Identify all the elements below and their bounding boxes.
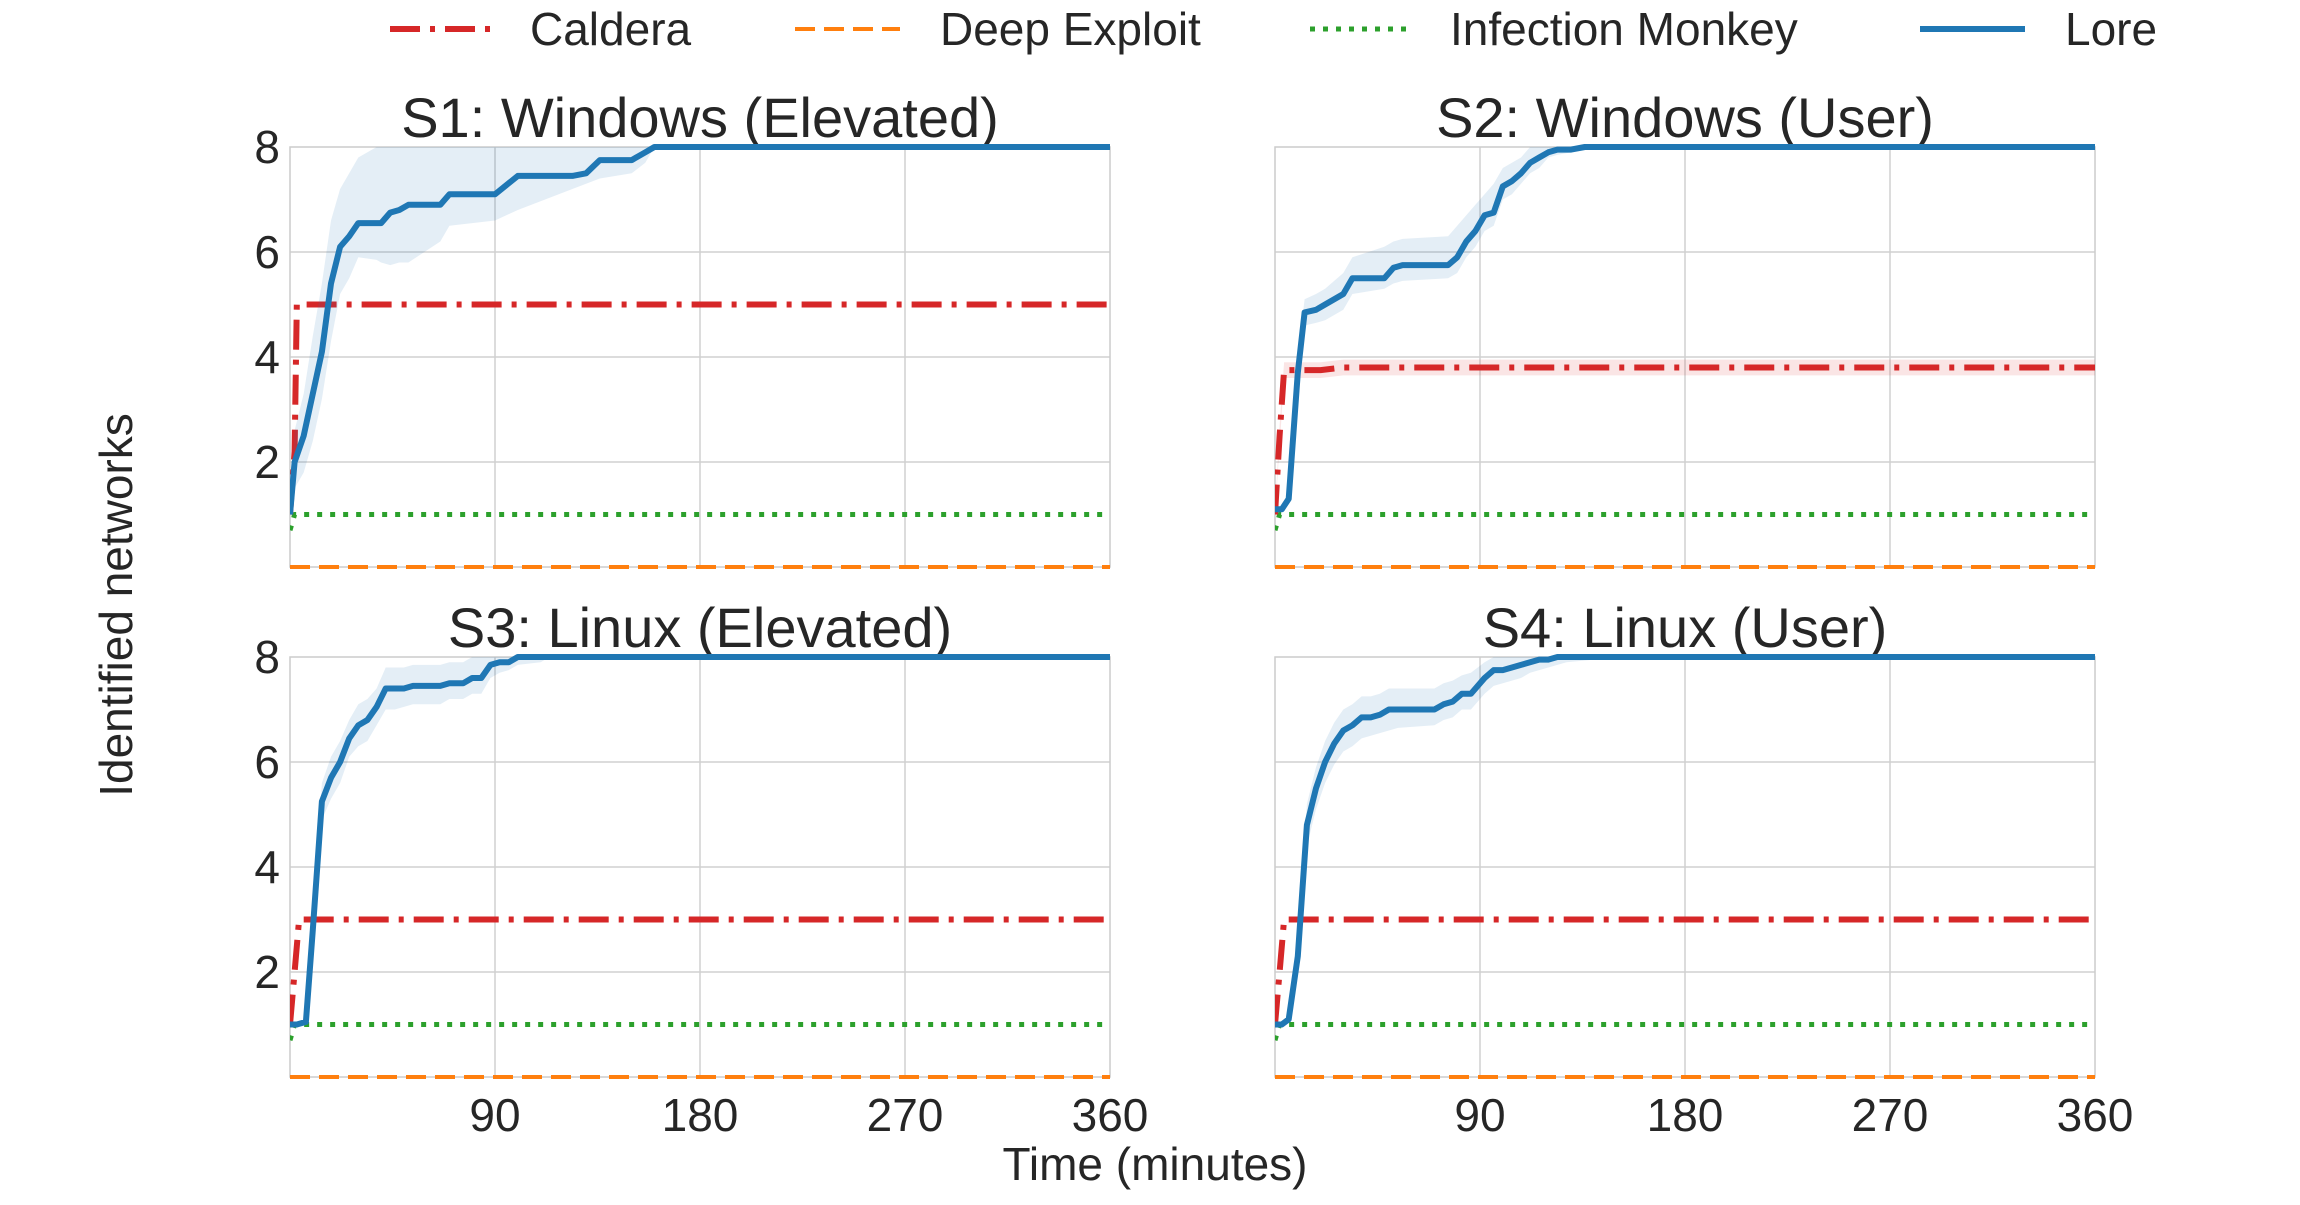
panel-s3-linux-elevated: S3: Linux (Elevated) 2 4 6 8 90 180 270 360	[254, 596, 1148, 1141]
x-tick-label: 270	[867, 1089, 944, 1141]
grid	[290, 147, 1110, 567]
grid	[1275, 657, 2095, 1077]
legend-item-caldera: Caldera	[390, 3, 692, 55]
panel-s1-windows-elevated: S1: Windows (Elevated) 2 4 6 8	[254, 86, 1111, 569]
legend-label: Lore	[2065, 3, 2157, 55]
band-lore	[290, 147, 1110, 515]
y-tick-label: 2	[254, 946, 280, 998]
series-caldera	[1275, 916, 2095, 1025]
band-lore	[290, 657, 1110, 1025]
subplots: S1: Windows (Elevated) 2 4 6 8 S2: Windows (U…	[254, 86, 2133, 1141]
legend: Caldera Deep Exploit Infection Monkey Lore	[390, 3, 2157, 55]
legend-label: Deep Exploit	[940, 3, 1201, 55]
series-lore	[1275, 144, 2095, 513]
subplot-title: S4: Linux (User)	[1483, 596, 1888, 659]
x-tick-label: 180	[1647, 1089, 1724, 1141]
subplot-title: S2: Windows (User)	[1436, 86, 1934, 149]
series-infection-monkey	[1275, 512, 2095, 531]
plot-area	[1275, 144, 2095, 569]
x-tick-label: 90	[1454, 1089, 1505, 1141]
y-tick-label: 4	[254, 841, 280, 893]
x-tick-label: 180	[662, 1089, 739, 1141]
subplot-title: S1: Windows (Elevated)	[401, 86, 999, 149]
plot-area	[290, 144, 1110, 569]
series-caldera	[1275, 364, 2095, 515]
legend-label: Infection Monkey	[1450, 3, 1798, 55]
y-tick-label: 6	[254, 226, 280, 278]
panel-s4-linux-user: S4: Linux (User) 90 180 270 360	[1274, 596, 2134, 1141]
grid	[290, 657, 1110, 1077]
y-tick-label: 2	[254, 436, 280, 488]
legend-label: Caldera	[530, 3, 692, 55]
legend-item-infection-monkey: Infection Monkey	[1310, 3, 1798, 55]
series-infection-monkey	[290, 512, 1110, 531]
x-tick-label: 360	[2057, 1089, 2134, 1141]
x-tick-label: 360	[1072, 1089, 1149, 1141]
legend-item-lore: Lore	[1920, 3, 2157, 55]
subplot-title: S3: Linux (Elevated)	[448, 596, 952, 659]
series-caldera	[290, 301, 1110, 515]
y-tick-label: 4	[254, 331, 280, 383]
grid	[1275, 147, 2095, 567]
legend-item-deep-exploit: Deep Exploit	[795, 3, 1201, 55]
y-tick-label: 6	[254, 736, 280, 788]
band-lore	[1275, 147, 2095, 510]
y-tick-label: 8	[254, 121, 280, 173]
y-tick-label: 8	[254, 631, 280, 683]
x-axis-label: Time (minutes)	[1003, 1138, 1308, 1190]
plot-area	[1275, 654, 2095, 1079]
x-tick-label: 90	[469, 1089, 520, 1141]
series-lore	[1275, 654, 2095, 1028]
series-lore	[290, 144, 1110, 515]
y-axis-label: Identified networks	[90, 413, 142, 797]
series-lore	[290, 654, 1110, 1028]
band-caldera	[1275, 359, 2095, 515]
series-caldera	[290, 916, 1110, 1025]
x-tick-label: 270	[1852, 1089, 1929, 1141]
panel-s2-windows-user: S2: Windows (User)	[1274, 86, 2096, 569]
plot-area	[290, 654, 1110, 1079]
